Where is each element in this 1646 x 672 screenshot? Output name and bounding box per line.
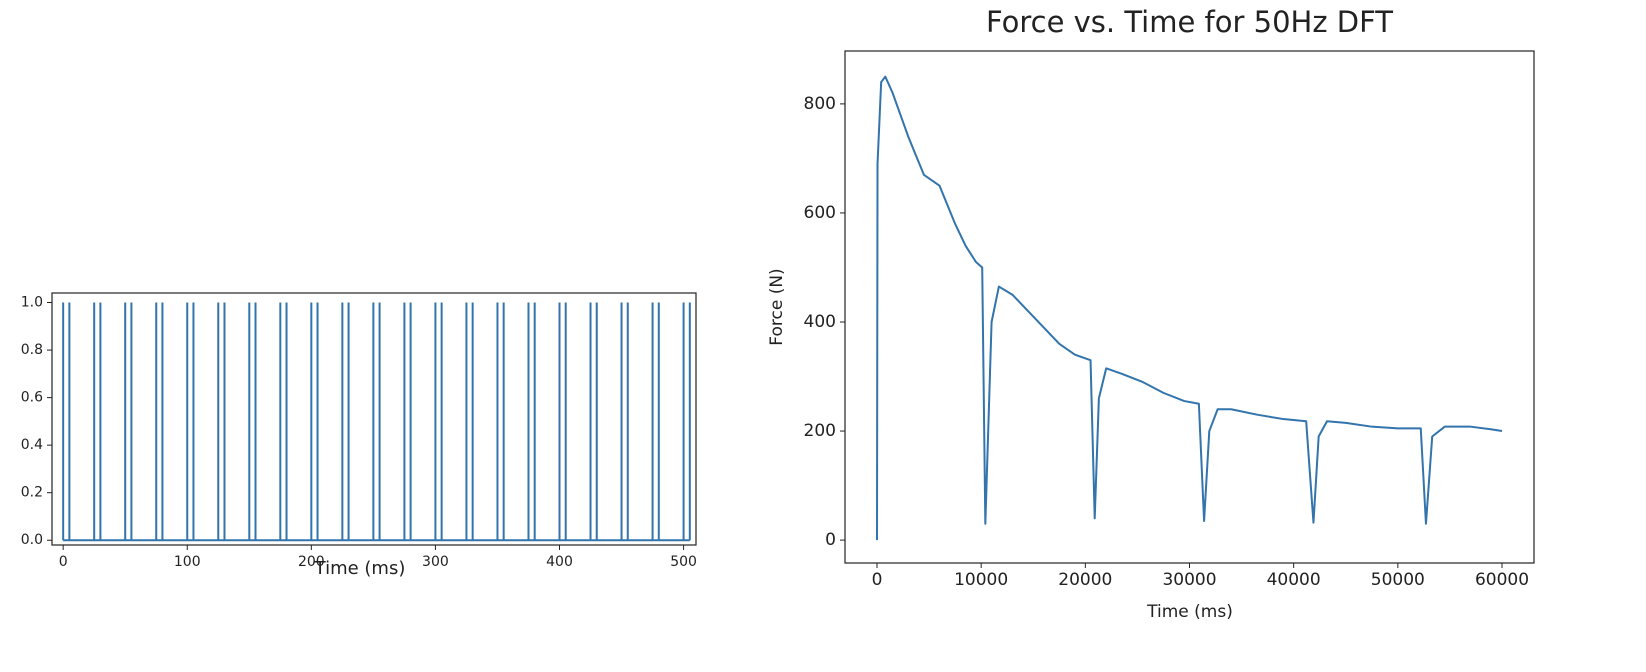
x-tick-label: 300: [422, 554, 449, 570]
y-tick-label: 400: [804, 312, 836, 332]
x-tick-label: 400: [546, 554, 573, 570]
y-axis-label: Force (N): [767, 268, 787, 345]
chart-title: Force vs. Time for 50Hz DFT: [986, 5, 1393, 39]
y-tick-label: 0.8: [21, 342, 43, 358]
x-tick-label: 500: [670, 554, 697, 570]
y-tick-label: 0.0: [21, 532, 43, 548]
x-tick-label: 0: [59, 554, 68, 570]
y-tick-label: 0: [825, 530, 836, 550]
y-tick-label: 0.4: [21, 437, 43, 453]
x-axis-label: Time (ms): [1146, 602, 1233, 622]
y-tick-label: 1.0: [21, 295, 43, 311]
plot-frame: [844, 50, 1535, 564]
y-tick-label: 600: [804, 203, 836, 223]
y-tick-label: 0.6: [21, 390, 43, 406]
y-tick-label: 200: [804, 421, 836, 441]
force-line: [876, 75, 1503, 541]
x-tick-label: 60000: [1475, 570, 1529, 590]
x-tick-label: 50000: [1371, 570, 1425, 590]
plot-frame: [51, 292, 697, 546]
x-tick-label: 20000: [1058, 570, 1112, 590]
x-tick-label: 200: [298, 554, 325, 570]
x-tick-label: 10000: [954, 570, 1008, 590]
y-tick-label: 0.2: [21, 485, 43, 501]
x-tick-label: 40000: [1267, 570, 1321, 590]
x-axis-label: Time (ms): [314, 558, 406, 579]
x-tick-label: 100: [174, 554, 201, 570]
y-tick-label: 800: [804, 94, 836, 114]
x-tick-label: 0: [872, 570, 883, 590]
x-tick-label: 30000: [1162, 570, 1216, 590]
